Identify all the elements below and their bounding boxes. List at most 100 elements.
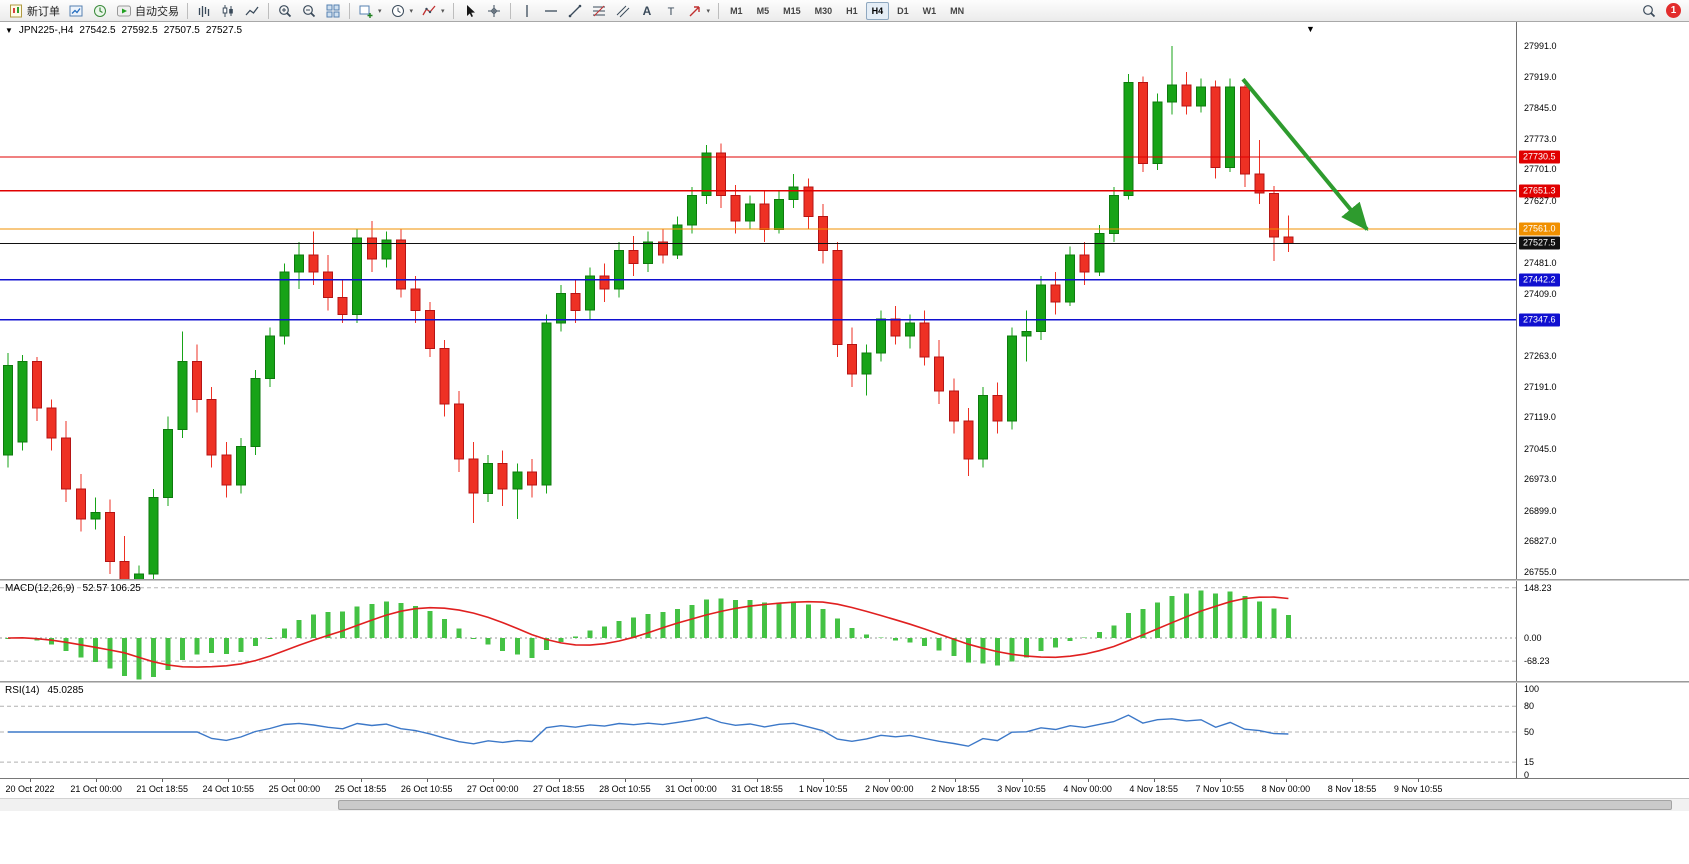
scrollbar-thumb[interactable] [337,800,1673,810]
time-tick [294,779,296,782]
rsi-tick: 100 [1524,684,1540,694]
autotrading-icon [117,5,131,16]
macd-bar [1242,596,1248,638]
candle-down [1137,82,1148,164]
macd-bar [602,626,608,638]
horizontal-line-button[interactable] [539,1,563,21]
arrows-button[interactable]: ▾ [683,1,715,21]
text-button[interactable]: A [635,1,659,21]
vertical-line-button[interactable] [515,1,539,21]
macd-bar [121,638,127,676]
fibonacci-button[interactable] [587,1,611,21]
panel-resize-handle[interactable] [0,579,1689,581]
tile-windows-button[interactable] [321,1,345,21]
timeframe-W1-button[interactable]: W1 [922,5,937,16]
timeframe-H1-button[interactable]: H1 [846,5,858,16]
candle-up [352,237,363,315]
macd-bar [529,638,535,658]
price-tick: 27991.0 [1524,41,1557,51]
candle-down [730,194,741,222]
zoom-in-button[interactable] [273,1,297,21]
candle-down [410,288,421,311]
scroll-to-end-icon[interactable]: ▼ [1306,24,1315,34]
macd-bar [893,638,899,641]
new-chart-icon [359,5,373,18]
macd-bar [1096,632,1102,638]
trend-arrow [1241,77,1369,231]
toolbar-separator [452,2,454,19]
macd-bar [776,602,782,638]
macd-chart[interactable]: MACD(12,26,9) 52.57 106.25 [0,581,1516,681]
candle-up [134,573,144,579]
zoom-out-button[interactable] [297,1,321,21]
time-tick [1219,779,1221,782]
time-label: 4 Nov 00:00 [1063,784,1112,794]
macd-bar [1198,590,1204,638]
macd-bar [281,628,287,638]
time-label: 8 Nov 00:00 [1261,784,1311,794]
macd-bar [907,638,913,643]
search-button[interactable] [1637,1,1661,21]
time-tick [823,779,825,782]
candle-down [817,216,828,252]
time-label: 4 Nov 18:55 [1129,784,1178,794]
macd-tick: 0.00 [1524,633,1542,643]
time-label: 21 Oct 00:00 [70,784,122,794]
toolbar-separator [349,2,350,19]
collapse-icon[interactable]: ▼ [5,26,13,35]
price-tick: 27845.0 [1524,103,1557,114]
toolbar: 新订单 自动交易 ▾ ▾ ▾ A T ▾ M1 M5 M15 M30 H1 H4 D1 W1 MN 1 [0,0,1689,22]
autotrading-button-label: 自动交易 [135,5,179,18]
new-order-button[interactable]: 新订单 [4,1,64,21]
trendline-button[interactable] [563,1,587,21]
candle-down [1268,192,1279,238]
rsi-chart[interactable]: RSI(14) 45.0285 [0,683,1516,778]
charts-menu-button[interactable] [64,1,88,21]
rsi-line [8,714,1289,747]
timeframe-M1-button[interactable]: M1 [730,5,743,16]
line-chart-button[interactable] [240,1,264,21]
indicators-button[interactable]: ▾ [417,1,449,21]
arrow-tool-icon [689,5,700,16]
rsi-canvas[interactable] [0,683,1516,778]
macd-bar [209,638,215,654]
candle-down [716,152,726,196]
timeframe-M30-button[interactable]: M30 [814,5,833,16]
bar-chart-button[interactable] [192,1,216,21]
timeframe-D1-button[interactable]: D1 [897,5,909,16]
market-watch-button[interactable] [88,1,112,21]
candlestick-canvas[interactable] [0,22,1516,579]
price-chart[interactable]: ▼ JPN225-,H4 27542.5 27592.5 27507.5 275… [0,22,1516,579]
candle-up [381,239,392,260]
price-badge: 27561.0 [1519,222,1560,236]
candle-up [1108,194,1119,235]
price-tick: 27773.0 [1524,133,1557,144]
timeframe-H4-button[interactable]: H4 [865,1,890,20]
macd-bar [223,638,229,655]
candlestick-chart-button[interactable] [216,1,240,21]
time-label: 8 Nov 18:55 [1327,784,1377,794]
macd-canvas[interactable] [0,581,1516,681]
macd-bar [1009,638,1015,662]
price-tick: 26973.0 [1524,474,1557,485]
horizontal-scrollbar[interactable] [0,798,1689,811]
toolbar-separator [718,2,720,19]
cursor-button[interactable] [458,1,482,21]
text-label-button[interactable]: T [659,1,683,21]
autotrading-button[interactable]: 自动交易 [112,1,183,21]
channel-button[interactable] [611,1,635,21]
candle-up [876,318,886,354]
rsi-header: RSI(14) 45.0285 [5,685,84,696]
timeframe-MN-button[interactable]: MN [950,5,965,16]
candle-up [294,254,304,273]
panel-resize-handle[interactable] [0,681,1689,683]
new-chart-button[interactable]: ▾ [354,1,386,21]
profiles-button[interactable]: ▾ [386,1,418,21]
indicator-icon [422,5,436,15]
rsi-tick: 0 [1524,770,1530,780]
time-label: 31 Oct 00:00 [665,784,717,794]
timeframe-M5-button[interactable]: M5 [756,5,770,16]
notifications-badge[interactable]: 1 [1666,3,1681,18]
crosshair-button[interactable] [482,1,506,21]
timeframe-M15-button[interactable]: M15 [783,5,801,16]
